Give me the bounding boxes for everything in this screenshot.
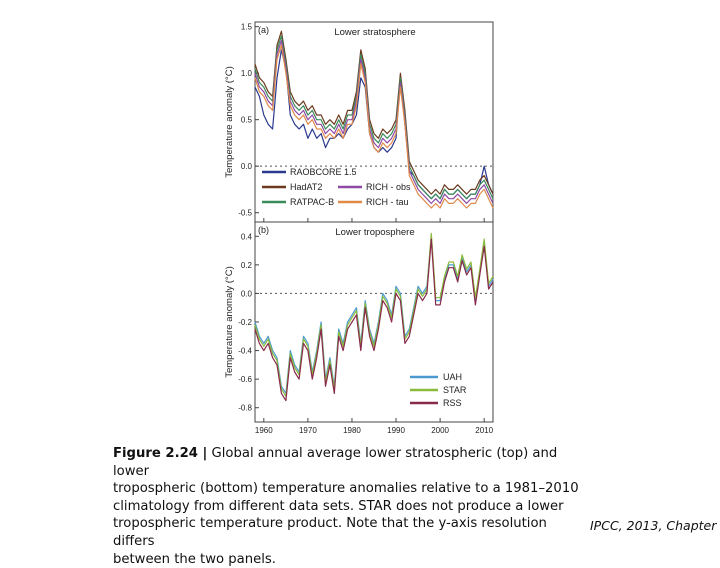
y-tick-label: -0.5: [238, 209, 252, 218]
series-line: [254, 44, 494, 209]
x-tick-label: 2000: [431, 426, 449, 435]
panel-title: Lower troposphere: [335, 227, 414, 238]
figure: 1.5 1.0 0.5 0.0 -0.5 Temperature anomaly (°C)…: [224, 21, 494, 435]
caption-lead: Figure 2.24 |: [113, 446, 208, 461]
y-tick-label: -0.6: [238, 375, 252, 384]
legend-label: UAH: [443, 372, 462, 382]
panel-label: (b): [258, 225, 269, 235]
caption-text: Global annual average lower stratospheri…: [113, 446, 579, 567]
panel-label: (a): [258, 25, 269, 35]
y-tick-label: 0.2: [241, 261, 253, 270]
x-tick-label: 1960: [255, 426, 273, 435]
chart-panel-a: 1.5 1.0 0.5 0.0 -0.5 Temperature anomaly (°C)…: [224, 21, 494, 223]
y-tick-label: -0.8: [238, 404, 252, 413]
series-line: [254, 232, 494, 397]
source-credit: IPCC, 2013, Chapter 2: [590, 518, 720, 533]
legend-label: RICH - obs: [366, 182, 411, 192]
y-tick-label: 0.0: [241, 289, 253, 298]
x-tick-label: 1990: [387, 426, 405, 435]
plot-frame: [254, 21, 494, 223]
chart-panel-b: 0.4 0.2 0.0 -0.2 -0.4 -0.6 -0.8 1960 1970 1980 199…: [224, 221, 494, 435]
plot-frame: [254, 221, 494, 423]
x-tick-label: 2010: [475, 426, 493, 435]
y-tick-label: -0.2: [238, 318, 252, 327]
x-tick-label: 1980: [343, 426, 361, 435]
y-tick-label: 0.0: [241, 162, 253, 171]
legend-label: STAR: [443, 385, 467, 395]
x-tick-label: 1970: [299, 426, 317, 435]
legend-label: HadAT2: [290, 182, 322, 192]
figure-caption: Figure 2.24 | Global annual average lowe…: [113, 445, 583, 568]
series-line: [254, 30, 494, 195]
y-tick-label: 0.5: [241, 116, 253, 125]
y-tick-label: 0.4: [241, 232, 253, 241]
legend-label: RATPAC-B: [290, 197, 334, 207]
panel-title: Lower stratosphere: [334, 27, 415, 38]
y-tick-label: 1.0: [241, 69, 253, 78]
y-axis-label: Temperature anomaly (°C): [224, 66, 235, 178]
y-tick-label: 1.5: [241, 23, 253, 32]
y-axis-label: Temperature anomaly (°C): [224, 266, 235, 378]
series-line: [254, 39, 494, 204]
legend-label: RAOBCORE 1.5: [290, 167, 357, 177]
y-tick-label: -0.4: [238, 347, 252, 356]
legend-label: RICH - tau: [366, 197, 409, 207]
legend-label: RSS: [443, 398, 462, 408]
series-line: [254, 35, 494, 200]
series-line: [254, 238, 494, 402]
